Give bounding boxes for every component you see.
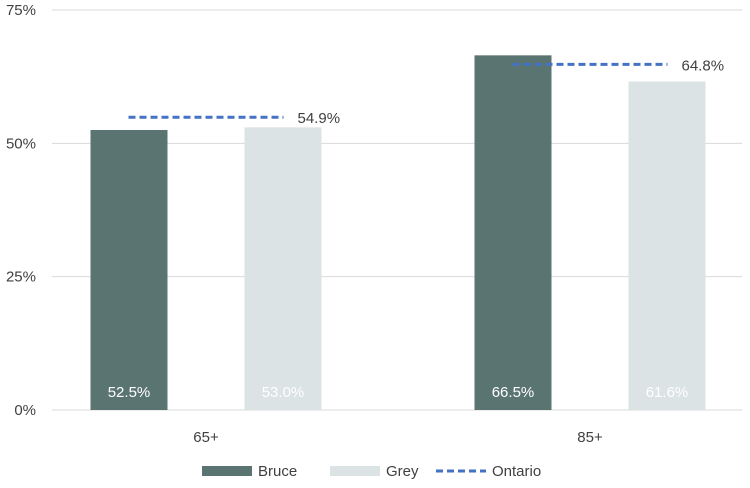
legend-swatch	[330, 466, 380, 476]
x-tick-label: 65+	[193, 429, 219, 446]
reference-lines: 54.9% 64.8%	[128, 57, 725, 127]
legend-grey: Grey	[330, 463, 419, 480]
x-axis: 65+ 85+	[193, 429, 603, 446]
legend-label: Ontario	[492, 463, 541, 480]
bar-data-label: 52.5%	[108, 384, 151, 401]
legend-swatch	[202, 466, 252, 476]
bar-bruce-0	[90, 130, 168, 410]
bars: 52.5% 53.0% 66.5% 61.6%	[90, 55, 706, 410]
reference-label: 64.8%	[682, 57, 725, 74]
bar-grey-0	[244, 127, 322, 410]
bar-data-label: 66.5%	[492, 384, 535, 401]
x-tick-label: 85+	[577, 429, 603, 446]
y-axis: 0% 25% 50% 75%	[6, 2, 36, 419]
y-tick-label: 75%	[6, 2, 36, 19]
legend-label: Grey	[386, 463, 419, 480]
y-tick-label: 25%	[6, 269, 36, 286]
legend-bruce: Bruce	[202, 463, 297, 480]
y-tick-label: 0%	[14, 402, 36, 419]
bar-data-label: 61.6%	[646, 384, 689, 401]
y-tick-label: 50%	[6, 135, 36, 152]
bar-data-label: 53.0%	[262, 384, 305, 401]
bar-bruce-1	[474, 55, 552, 410]
reference-label: 54.9%	[298, 110, 341, 127]
legend-label: Bruce	[258, 463, 297, 480]
legend: Bruce Grey Ontario	[202, 463, 541, 480]
bar-grey-1	[628, 81, 706, 410]
legend-ontario: Ontario	[436, 463, 541, 480]
